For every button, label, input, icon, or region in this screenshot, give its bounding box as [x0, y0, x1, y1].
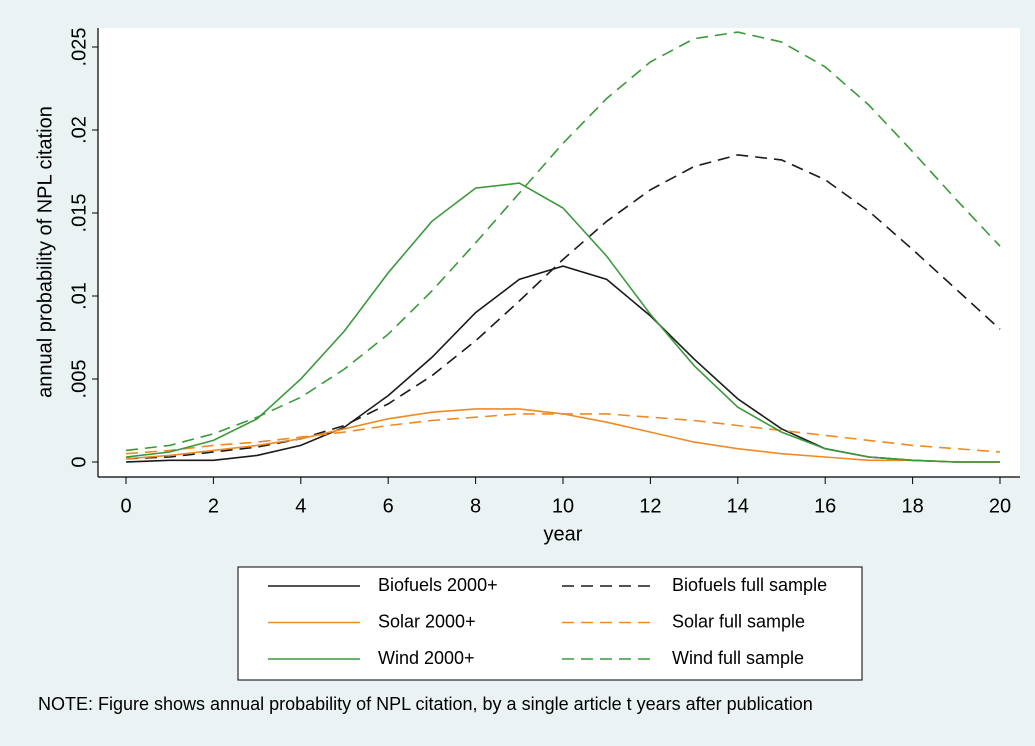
x-tick-label: 18 — [901, 495, 923, 517]
y-tick-label: .025 — [68, 28, 90, 67]
x-tick-label: 2 — [208, 495, 219, 517]
series-line — [125, 31, 1001, 452]
x-tick-label: 16 — [814, 495, 836, 517]
y-tick-label: .015 — [68, 194, 90, 233]
y-axis-title: annual probability of NPL citation — [34, 106, 56, 398]
x-tick-label: 20 — [989, 495, 1011, 517]
x-tick-label: 12 — [639, 495, 661, 517]
legend-label: Biofuels full sample — [672, 575, 827, 595]
series-line — [125, 182, 1000, 463]
legend-label: Solar 2000+ — [378, 611, 476, 631]
series-line — [125, 154, 1001, 460]
x-tick-label: 8 — [470, 495, 481, 517]
plot-area — [98, 28, 1020, 477]
legend-label: Wind full sample — [672, 648, 804, 668]
x-tick-label: 6 — [383, 495, 394, 517]
y-tick-label: .01 — [68, 282, 90, 310]
y-tick-label: 0 — [68, 456, 90, 467]
y-tick-label: .005 — [68, 360, 90, 399]
x-axis-title: year — [544, 523, 583, 545]
y-tick-label: .02 — [68, 116, 90, 144]
note: NOTE: Figure shows annual probability of… — [38, 694, 813, 714]
legend-label: Wind 2000+ — [378, 648, 475, 668]
legend-label: Biofuels 2000+ — [378, 575, 498, 595]
x-tick-label: 4 — [295, 495, 306, 517]
x-tick-label: 14 — [727, 495, 749, 517]
x-tick-label: 0 — [120, 495, 131, 517]
x-tick-label: 10 — [552, 495, 574, 517]
legend-label: Solar full sample — [672, 611, 805, 631]
series-line — [125, 413, 1001, 455]
